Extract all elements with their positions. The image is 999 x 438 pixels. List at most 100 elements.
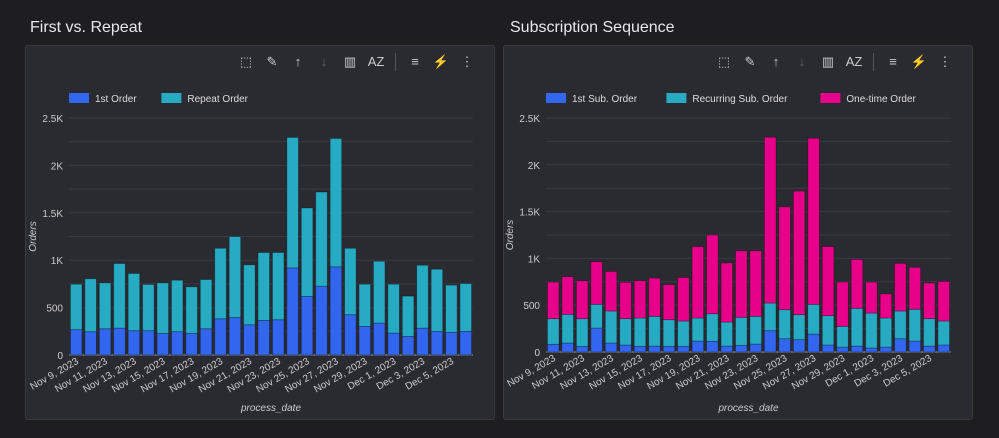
bar-segment-recurring-sub-order[interactable]	[778, 309, 791, 340]
bar-segment-repeat-order[interactable]	[329, 138, 343, 268]
filter-icon[interactable]: ≡	[411, 54, 419, 69]
bar-segment-repeat-order[interactable]	[156, 282, 169, 334]
bar-segment-1st-sub-order[interactable]	[633, 345, 647, 353]
bar-segment-recurring-sub-order[interactable]	[821, 315, 835, 346]
bar-segment-1st-order[interactable]	[98, 328, 112, 356]
bar-segment-recurring-sub-order[interactable]	[561, 313, 574, 344]
select-icon[interactable]: ⬚	[717, 54, 731, 69]
pencil-icon[interactable]: ✎	[744, 54, 756, 69]
bar-segment-1st-sub-order[interactable]	[662, 345, 676, 353]
bar-segment-recurring-sub-order[interactable]	[735, 316, 748, 346]
bar-segment-one-time-order[interactable]	[908, 266, 922, 310]
bar-segment-1st-order[interactable]	[214, 318, 227, 356]
bar-segment-one-time-order[interactable]	[894, 262, 907, 312]
clear-filter-icon[interactable]: ⚡	[432, 54, 450, 69]
bar-segment-1st-sub-order[interactable]	[865, 347, 878, 353]
bar-segment-one-time-order[interactable]	[836, 281, 849, 327]
bar-segment-recurring-sub-order[interactable]	[662, 319, 676, 347]
bar-segment-1st-order[interactable]	[156, 332, 169, 356]
bar-segment-repeat-order[interactable]	[243, 264, 256, 326]
sort-az-icon[interactable]: AZ	[367, 54, 385, 69]
bar-segment-recurring-sub-order[interactable]	[807, 303, 820, 335]
more-icon[interactable]: ⋮	[938, 54, 952, 69]
sort-az-icon[interactable]: AZ	[845, 54, 863, 69]
bar-segment-recurring-sub-order[interactable]	[648, 315, 661, 347]
bar-segment-1st-sub-order[interactable]	[937, 344, 950, 353]
bar-segment-repeat-order[interactable]	[113, 263, 126, 329]
bar-segment-1st-order[interactable]	[272, 319, 285, 356]
bar-segment-1st-order[interactable]	[113, 327, 126, 356]
bar-segment-recurring-sub-order[interactable]	[619, 318, 632, 346]
bar-segment-one-time-order[interactable]	[749, 250, 762, 317]
bar-segment-1st-order[interactable]	[344, 314, 357, 356]
bar-segment-repeat-order[interactable]	[459, 283, 472, 332]
bar-segment-repeat-order[interactable]	[142, 284, 155, 332]
bar-segment-one-time-order[interactable]	[662, 284, 676, 321]
bar-segment-one-time-order[interactable]	[879, 293, 893, 319]
bar-segment-repeat-order[interactable]	[214, 247, 227, 320]
select-icon[interactable]: ⬚	[239, 54, 253, 69]
filter-icon[interactable]: ≡	[889, 54, 897, 69]
bar-segment-recurring-sub-order[interactable]	[547, 318, 560, 345]
bar-segment-repeat-order[interactable]	[430, 268, 444, 332]
bar-segment-one-time-order[interactable]	[807, 137, 820, 305]
bar-segment-recurring-sub-order[interactable]	[865, 312, 878, 349]
bar-segment-repeat-order[interactable]	[387, 283, 400, 334]
bar-segment-1st-sub-order[interactable]	[720, 345, 733, 353]
sort-asc-icon[interactable]: ↑	[772, 54, 780, 69]
bar-segment-repeat-order[interactable]	[228, 236, 242, 318]
bar-segment-repeat-order[interactable]	[84, 278, 97, 333]
bar-segment-repeat-order[interactable]	[416, 264, 429, 329]
bar-segment-one-time-order[interactable]	[720, 262, 733, 323]
bar-segment-1st-order[interactable]	[286, 267, 299, 356]
bar-segment-1st-order[interactable]	[401, 336, 415, 356]
bar-segment-1st-order[interactable]	[228, 317, 242, 356]
bar-segment-one-time-order[interactable]	[691, 246, 705, 319]
bar-segment-1st-sub-order[interactable]	[792, 339, 806, 353]
bar-segment-1st-order[interactable]	[84, 331, 97, 356]
sort-desc-icon[interactable]: ↓	[320, 54, 328, 69]
bar-segment-recurring-sub-order[interactable]	[691, 317, 705, 342]
bar-segment-repeat-order[interactable]	[70, 283, 83, 331]
clear-filter-icon[interactable]: ⚡	[910, 54, 928, 69]
more-icon[interactable]: ⋮	[460, 54, 474, 69]
bar-segment-1st-sub-order[interactable]	[807, 333, 820, 353]
legend-label[interactable]: 1st Sub. Order	[572, 94, 638, 105]
bar-segment-1st-sub-order[interactable]	[691, 340, 705, 353]
bar-segment-1st-order[interactable]	[70, 329, 83, 356]
bar-segment-repeat-order[interactable]	[373, 260, 386, 324]
chart-settings-icon[interactable]: ▥	[821, 54, 835, 69]
bar-segment-recurring-sub-order[interactable]	[792, 314, 806, 341]
bar-segment-repeat-order[interactable]	[272, 252, 285, 321]
bar-segment-1st-order[interactable]	[315, 285, 328, 356]
legend-label[interactable]: Repeat Order	[187, 94, 248, 105]
bar-segment-one-time-order[interactable]	[547, 281, 560, 320]
bar-segment-repeat-order[interactable]	[199, 279, 213, 330]
bar-segment-repeat-order[interactable]	[315, 191, 328, 287]
bar-segment-repeat-order[interactable]	[286, 137, 299, 269]
bar-segment-one-time-order[interactable]	[923, 282, 936, 320]
bar-segment-one-time-order[interactable]	[590, 261, 603, 305]
bar-segment-recurring-sub-order[interactable]	[937, 320, 950, 346]
bar-segment-one-time-order[interactable]	[575, 280, 589, 320]
bar-segment-one-time-order[interactable]	[850, 259, 864, 309]
bar-segment-recurring-sub-order[interactable]	[706, 313, 719, 342]
bar-segment-recurring-sub-order[interactable]	[720, 321, 733, 347]
bar-segment-1st-sub-order[interactable]	[619, 344, 632, 353]
legend-label[interactable]: 1st Order	[95, 94, 137, 105]
bar-segment-1st-sub-order[interactable]	[547, 343, 560, 353]
pencil-icon[interactable]: ✎	[266, 54, 278, 69]
bar-segment-one-time-order[interactable]	[735, 250, 748, 318]
bar-segment-one-time-order[interactable]	[937, 281, 950, 322]
bar-segment-1st-order[interactable]	[257, 319, 270, 356]
bar-segment-repeat-order[interactable]	[401, 295, 415, 337]
bar-segment-one-time-order[interactable]	[764, 136, 777, 304]
bar-segment-1st-sub-order[interactable]	[894, 338, 907, 353]
bar-segment-1st-order[interactable]	[199, 328, 213, 356]
bar-segment-1st-sub-order[interactable]	[923, 345, 936, 353]
bar-segment-1st-sub-order[interactable]	[575, 345, 589, 353]
bar-segment-repeat-order[interactable]	[257, 252, 270, 321]
legend-label[interactable]: Recurring Sub. Order	[692, 94, 788, 105]
bar-segment-recurring-sub-order[interactable]	[894, 310, 907, 340]
bar-segment-1st-order[interactable]	[416, 327, 429, 356]
